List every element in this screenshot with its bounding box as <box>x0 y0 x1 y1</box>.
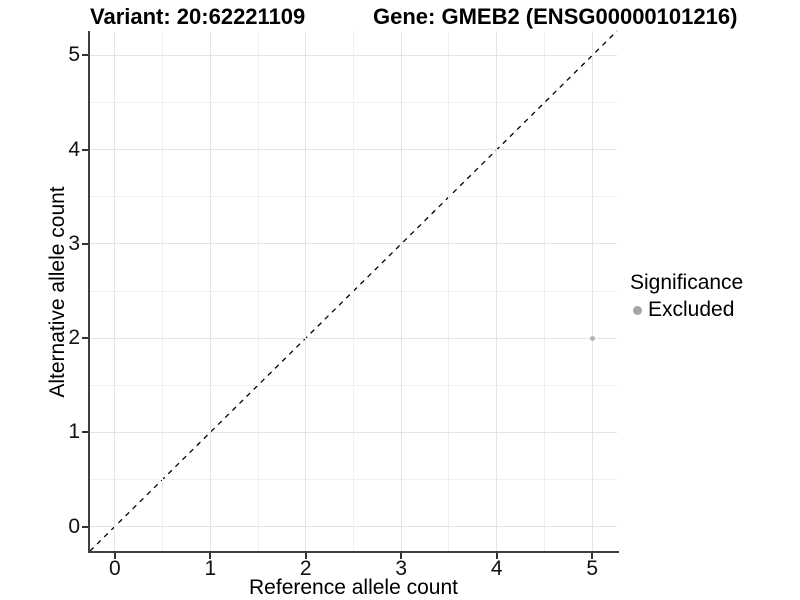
x-tick-mark <box>591 553 594 559</box>
x-tick-label: 3 <box>395 557 408 580</box>
y-tick-mark <box>82 242 88 245</box>
y-tick-mark <box>82 148 88 151</box>
y-tick-mark <box>82 337 88 340</box>
y-tick-mark <box>82 54 88 57</box>
grid-major-v <box>209 31 211 551</box>
grid-major-v <box>496 31 498 551</box>
grid-minor-h <box>90 384 617 386</box>
y-axis-line <box>88 31 90 553</box>
grid-major-h <box>90 431 617 433</box>
y-tick-label: 2 <box>68 326 80 350</box>
x-tick-label: 2 <box>299 557 312 580</box>
grid-major-v <box>114 31 116 551</box>
grid-minor-h <box>90 196 617 198</box>
grid-minor-h <box>90 102 617 104</box>
x-tick-label: 5 <box>586 557 599 580</box>
x-tick-mark <box>304 553 307 559</box>
y-tick-label: 0 <box>68 514 80 538</box>
gene-title: Gene: GMEB2 (ENSG00000101216) <box>373 4 738 29</box>
x-tick-mark <box>400 553 403 559</box>
legend-item-label: Excluded <box>648 298 735 321</box>
data-point <box>589 335 595 341</box>
x-tick-mark <box>209 553 212 559</box>
x-tick-label: 0 <box>108 557 121 580</box>
grid-major-v <box>591 31 593 551</box>
x-tick-label: 4 <box>490 557 503 580</box>
y-tick-label: 4 <box>68 137 80 161</box>
plot-panel: 0 1 2 3 4 5 0 1 2 3 4 5 <box>68 30 619 580</box>
legend-title: Significance <box>630 271 744 294</box>
grid-major-h <box>90 243 617 245</box>
grid-minor-h <box>90 290 617 292</box>
y-tick-label: 5 <box>68 43 80 67</box>
grid-major-h <box>90 337 617 339</box>
legend: Significance Excluded <box>630 271 743 322</box>
x-tick-mark <box>113 553 116 559</box>
y-tick-label: 3 <box>68 231 80 255</box>
grid-major-h <box>90 526 617 527</box>
grid-minor-h <box>90 478 617 480</box>
excluded-point-icon <box>633 305 642 315</box>
legend-item-excluded: Excluded <box>630 298 743 322</box>
y-tick-mark <box>82 525 88 528</box>
y-axis-title: Alternative allele count <box>46 186 69 398</box>
x-axis-title: Reference allele count <box>249 576 458 599</box>
grid-major-h <box>90 54 617 56</box>
grid-major-h <box>90 149 617 151</box>
y-tick-label: 1 <box>68 420 80 444</box>
variant-title: Variant: 20:62221109 <box>90 4 306 29</box>
x-axis-line <box>88 551 619 553</box>
grid-major-v <box>400 31 402 551</box>
x-tick-mark <box>495 553 498 559</box>
x-tick-label: 1 <box>204 557 217 580</box>
grid-major-v <box>305 31 307 551</box>
y-tick-mark <box>82 431 88 434</box>
